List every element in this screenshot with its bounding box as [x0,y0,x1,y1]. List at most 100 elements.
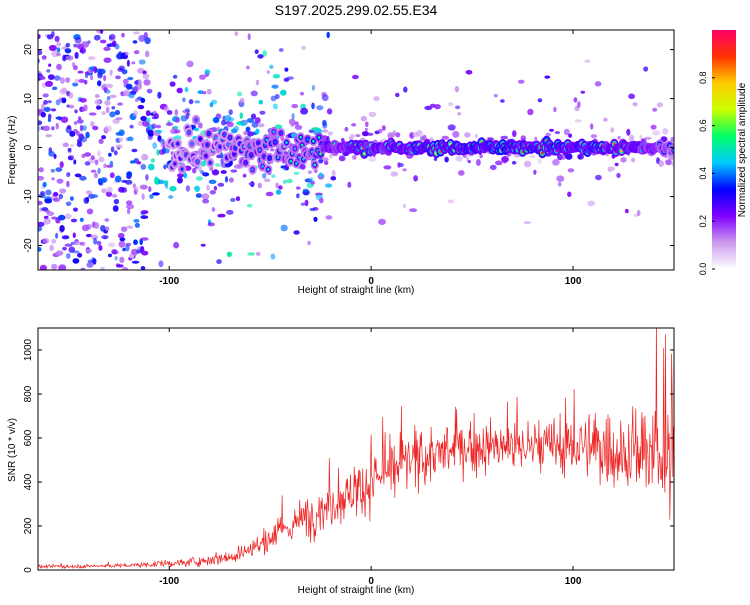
snr-x-tick-label: 100 [565,576,582,587]
spectrogram-ridge-cell [223,133,226,137]
spectrogram-cell [557,153,563,161]
spectrogram-cell [340,137,345,143]
spectrogram-cell [211,207,216,212]
spectrogram-cell [38,120,43,126]
spectrogram-ridge-cell [279,131,283,135]
spectrogram-cell [590,123,594,130]
spectrogram-cell [310,180,316,185]
spectrogram-cell [93,34,101,41]
spectrogram-cell [141,193,145,201]
spectrogram-cell [652,130,661,136]
spectrogram-cell [100,266,105,270]
spectrogram-cell [96,240,102,246]
spectrogram-cell [360,115,367,122]
spectrogram-cell [321,129,329,133]
spectrogram-ridge-cell [184,153,188,157]
spectrogram-cell [239,112,243,119]
spectrogram-cell [44,215,49,220]
spectrogram-x-tick: 100 [565,30,582,287]
spectrogram-cell [51,126,55,131]
spectrogram-cell [165,183,169,190]
spectrogram-ridge-cell [244,161,247,165]
spectrogram-cell [105,226,110,231]
spectrogram-cell [304,199,309,207]
spectrogram-ridge-cell [363,152,366,156]
spectrogram-cell [278,48,284,52]
spectrogram-cell [194,127,200,132]
spectrogram-cell [373,96,380,102]
spectrogram-x-tick-label: 0 [368,276,374,287]
spectrogram-y-tick-label: -20 [23,238,34,253]
spectrogram-cell [347,181,352,188]
spectrogram-cell [40,76,46,80]
spectrogram-cell [133,239,138,245]
spectrogram-cell [55,250,64,256]
spectrogram-cell [213,185,218,191]
spectrogram-cell [650,124,657,130]
spectrogram-cell [46,211,55,216]
spectrogram-cell [220,152,224,159]
spectrogram-cell [293,230,300,235]
spectrogram-cell [115,75,121,80]
spectrogram-cell [146,118,151,123]
spectrogram-cell [65,201,72,207]
spectrogram-cell [269,64,274,69]
spectrogram-cell [176,177,183,184]
spectrogram-cell [79,241,86,246]
spectrogram-cell [272,103,278,110]
spectrogram-cell [38,58,40,64]
spectrogram-cell [216,259,222,265]
spectrogram-cell [138,34,146,42]
spectrogram-cell [133,110,138,117]
spectrogram-cell [125,179,133,185]
spectrogram-cell [73,159,77,165]
spectrogram-cell [306,274,314,278]
spectrogram-cell [476,159,481,166]
spectrogram-cell [101,188,107,194]
spectrogram-cell [207,222,215,227]
spectrogram-cell [197,90,204,95]
spectrogram-cell [636,209,641,217]
spectrogram-cell [195,176,203,181]
spectrogram-cell [254,117,261,124]
spectrogram-cell [527,108,534,116]
spectrogram-cell [107,253,113,258]
spectrogram-cell [66,172,71,178]
spectrogram-cell [194,185,200,193]
spectrogram-cell [38,34,41,39]
spectrogram-cell [590,134,598,139]
spectrogram-cell [51,86,58,91]
spectrogram-cell [83,79,88,85]
spectrogram-cell [395,132,401,138]
spectrogram-cell [80,267,86,270]
spectrogram-cell [156,129,163,134]
spectrogram-cell [195,193,202,198]
spectrogram-cell [266,70,271,74]
spectrogram-y-tick-label: 0 [23,144,34,150]
spectrogram-x-tick-label: -100 [159,276,179,287]
spectrogram-cell [114,256,118,261]
spectrogram-cell [137,120,144,126]
spectrogram-cell [573,97,578,103]
spectrogram-cell [202,172,210,177]
snr-y-tick-label: 800 [23,385,34,402]
spectrogram-cell [185,185,191,192]
spectrogram-cell [137,104,145,110]
spectrogram-cell [322,122,328,129]
spectrogram-cell [111,249,118,255]
spectrogram-cell [48,150,55,157]
spectrogram-frame [37,29,675,271]
spectrogram-cell [94,99,101,106]
spectrogram-y-tick: -10 [23,189,674,204]
spectrogram-cell [184,108,190,112]
spectrogram-cell [365,121,369,128]
spectrogram-cell [409,208,418,213]
spectrogram-cell [78,78,86,83]
colorbar-tick-label: 0.2 [698,215,708,228]
spectrogram-cell [255,79,260,86]
spectrogram-cell [567,191,572,198]
spectrogram-cell [56,178,64,184]
spectrogram-cell [311,84,315,91]
snr-y-tick-label: 200 [23,517,34,534]
spectrogram-cell [39,264,47,270]
